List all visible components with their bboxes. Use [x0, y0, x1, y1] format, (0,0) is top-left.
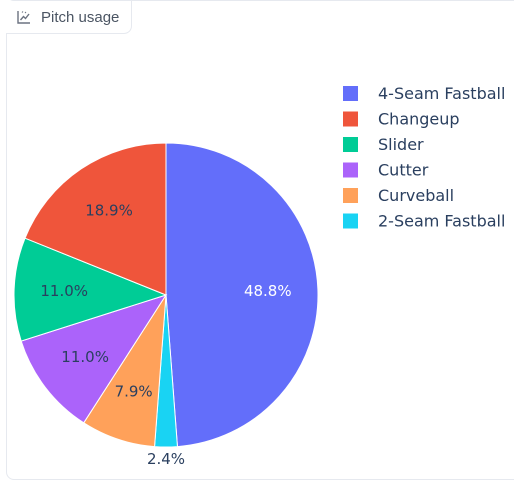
legend-swatch-curveball	[343, 188, 358, 203]
legend-swatch-cutter	[343, 162, 358, 178]
legend-item-2-seam-fastball[interactable]: 2-Seam Fastball	[343, 212, 505, 231]
legend-label-slider: Slider	[378, 135, 424, 154]
slice-label-2-seam-fastball: 2.4%	[147, 450, 185, 468]
legend-swatch-slider	[343, 137, 358, 152]
legend-label-4-seam-fastball: 4-Seam Fastball	[378, 84, 505, 103]
pie-slices	[13, 142, 319, 448]
tab-pitch-usage[interactable]: Pitch usage	[6, 1, 132, 34]
tab-label: Pitch usage	[41, 8, 120, 26]
pie-slice-cutter[interactable]	[20, 294, 168, 424]
legend-label-2-seam-fastball: 2-Seam Fastball	[378, 212, 505, 231]
slice-label-curveball: 7.9%	[115, 383, 153, 401]
legend-label-changeup: Changeup	[378, 110, 460, 129]
slice-label-4-seam-fastball: 48.8%	[244, 282, 292, 300]
legend-item-slider[interactable]: Slider	[343, 135, 424, 154]
legend-label-curveball: Curveball	[378, 186, 454, 205]
pie-labels: 48.8% 2.4% 7.9% 11.0% 11.0% 18.9%	[40, 202, 291, 468]
legend-swatch-4-seam-fastball	[343, 86, 358, 101]
legend: 4-Seam Fastball Changeup Slider Cutter Curve…	[343, 84, 505, 231]
legend-item-changeup[interactable]: Changeup	[343, 110, 460, 129]
legend-item-cutter[interactable]: Cutter	[343, 161, 429, 180]
slice-label-changeup: 18.9%	[85, 202, 133, 220]
legend-swatch-changeup	[343, 111, 358, 127]
chart-line-icon	[16, 9, 32, 25]
pie-slice-4-seam-fastball[interactable]	[165, 142, 319, 448]
legend-item-4-seam-fastball[interactable]: 4-Seam Fastball	[343, 84, 505, 103]
slice-label-cutter: 11.0%	[61, 348, 109, 366]
pie-slice-changeup[interactable]	[24, 142, 167, 296]
legend-label-cutter: Cutter	[378, 161, 429, 180]
pie-slice-slider[interactable]	[13, 237, 168, 342]
slice-label-slider: 11.0%	[40, 282, 88, 300]
legend-swatch-2-seam-fastball	[343, 213, 358, 229]
legend-item-curveball[interactable]: Curveball	[343, 186, 454, 205]
